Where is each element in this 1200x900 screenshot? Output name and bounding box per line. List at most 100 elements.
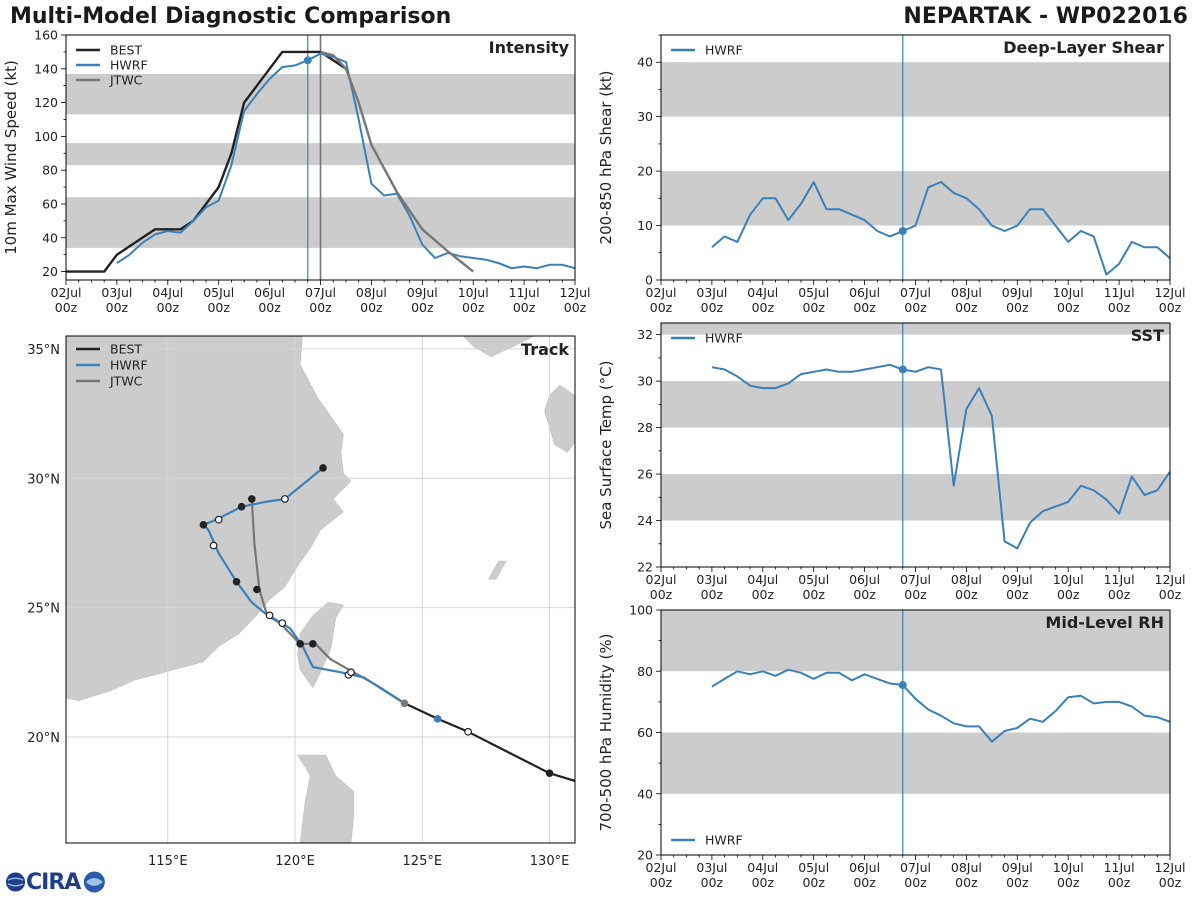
- track-point-jtwc: [309, 640, 317, 648]
- rh-ytick-label: 100: [629, 603, 653, 618]
- rh-ytick-label: 60: [637, 725, 653, 740]
- okinawa-land: [488, 560, 507, 580]
- track-point-hwrf: [237, 502, 246, 511]
- sst-title: SST: [1131, 326, 1164, 345]
- sst-xtick-label: 02Jul 00z: [646, 572, 677, 602]
- intensity-xtick-label: 11Jul 00z: [509, 285, 540, 315]
- intensity-xtick-label: 05Jul 00z: [203, 285, 234, 315]
- track-point-open-jtwc: [347, 668, 355, 677]
- shear-xtick-label: 05Jul 00z: [798, 285, 829, 315]
- shear-xtick-label: 03Jul 00z: [696, 285, 727, 315]
- track-point-hwrf: [433, 715, 442, 723]
- rh-xtick-label: 05Jul 00z: [798, 860, 829, 890]
- sst-band-2: [661, 323, 1170, 335]
- shear-marker-hwrf: [898, 227, 907, 235]
- track-point-jtwc: [253, 585, 261, 594]
- shear-series-hwrf: [711, 181, 1171, 276]
- track-xtick-label: 120°E: [275, 854, 315, 869]
- rh-title: Mid-Level RH: [1045, 613, 1164, 632]
- intensity-xtick-label: 03Jul 00z: [101, 285, 132, 315]
- track-frame: [65, 335, 576, 844]
- shear-panel: 02Jul 00z 03Jul 00z 04Jul 00z 05Jul 00z 06Jul 00z…: [597, 34, 1186, 315]
- rh-frame: [660, 609, 1171, 856]
- track-legend-label-hwrf: HWRF: [110, 358, 148, 373]
- intensity-ytick-label: 80: [42, 163, 58, 178]
- sst-ytick-label: 22: [637, 560, 653, 575]
- sst-xtick-label: 10Jul 00z: [1053, 572, 1084, 602]
- sst-frame: [660, 322, 1171, 568]
- track-point-open-hwrf: [214, 515, 223, 524]
- rh-xtick-label: 08Jul 00z: [951, 860, 982, 890]
- track-point-hwrf: [319, 464, 327, 472]
- intensity-ytick-label: 120: [34, 95, 58, 110]
- rh-xtick-label: 04Jul 00z: [747, 860, 778, 890]
- intensity-xtick-label: 04Jul 00z: [152, 285, 183, 315]
- shear-xtick-label: 10Jul 00z: [1053, 285, 1084, 315]
- rh-xtick-label: 12Jul 00z: [1155, 860, 1186, 890]
- sst-ylabel: Sea Surface Temp (°C): [597, 360, 615, 529]
- track-legend-label-jtwc: JTWC: [109, 374, 143, 389]
- track-title: Track: [521, 340, 569, 359]
- rh-ylabel: 700-500 hPa Humidity (%): [597, 633, 615, 831]
- shear-ytick-label: 20: [637, 164, 653, 179]
- shear-band-0: [661, 171, 1170, 226]
- intensity-xtick-label: 02Jul 00z: [51, 285, 82, 315]
- rh-ytick-label: 20: [637, 848, 653, 863]
- shear-legend-label-hwrf: HWRF: [705, 43, 743, 58]
- rh-xtick-label: 10Jul 00z: [1053, 860, 1084, 890]
- track-point-hwrf: [199, 521, 208, 529]
- intensity-ytick-label: 20: [42, 264, 58, 279]
- rh-xtick-label: 06Jul 00z: [849, 860, 880, 890]
- rh-xtick-label: 02Jul 00z: [646, 860, 677, 890]
- intensity-xtick-label: 06Jul 00z: [254, 285, 285, 315]
- track-point-open-hwrf: [278, 619, 287, 628]
- rh-legend-label-hwrf: HWRF: [705, 833, 743, 848]
- rh-ytick-label: 80: [637, 664, 653, 679]
- track-legend-label-best: BEST: [110, 342, 142, 357]
- sst-ytick-label: 24: [637, 513, 653, 528]
- sst-panel: 02Jul 00z 03Jul 00z 04Jul 00z 05Jul 00z 06Jul 00z…: [597, 322, 1186, 602]
- shear-xtick-label: 08Jul 00z: [951, 285, 982, 315]
- rh-band-1: [661, 610, 1170, 672]
- track-ytick-label: 20°N: [27, 731, 60, 746]
- track-xtick-label: 130°E: [530, 854, 570, 869]
- track-point-open-hwrf: [209, 541, 218, 550]
- sst-ytick-label: 30: [637, 374, 653, 389]
- sst-legend-label-hwrf: HWRF: [705, 331, 743, 346]
- intensity-panel: 02Jul 00z 03Jul 00z 04Jul 00z 05Jul 00z 06Jul 00z…: [2, 28, 591, 316]
- intensity-title: Intensity: [489, 38, 570, 57]
- intensity-ylabel: 10m Max Wind Speed (kt): [2, 60, 20, 255]
- shear-ytick-label: 10: [637, 218, 653, 233]
- track-xtick-label: 125°E: [403, 854, 443, 869]
- track-point-jtwc: [296, 640, 304, 648]
- track-point-jtwc: [400, 699, 409, 708]
- intensity-ytick-label: 60: [42, 196, 58, 211]
- track-point-best: [545, 769, 554, 777]
- intensity-xtick-label: 12Jul 00z: [560, 285, 591, 315]
- sst-xtick-label: 03Jul 00z: [696, 572, 727, 602]
- sst-xtick-label: 12Jul 00z: [1155, 572, 1186, 602]
- intensity-ytick-label: 100: [34, 129, 58, 144]
- shear-ytick-label: 30: [637, 109, 653, 124]
- luzon-land: [297, 754, 354, 843]
- rh-xtick-label: 03Jul 00z: [696, 860, 727, 890]
- cira-logo: CIRA: [5, 866, 109, 898]
- rh-xtick-label: 11Jul 00z: [1104, 860, 1135, 890]
- track-xtick-label: 115°E: [148, 854, 188, 869]
- shear-xtick-label: 02Jul 00z: [646, 285, 677, 315]
- sst-xtick-label: 08Jul 00z: [951, 572, 982, 602]
- intensity-legend-label-hwrf: HWRF: [110, 58, 148, 73]
- intensity-series-hwrf: [116, 52, 576, 270]
- sst-band-1: [661, 381, 1170, 428]
- track-point-jtwc: [247, 495, 256, 503]
- sst-xtick-label: 09Jul 00z: [1002, 572, 1033, 602]
- intensity-legend-label-jtwc: JTWC: [109, 73, 143, 88]
- korea-land: [462, 336, 535, 357]
- intensity-series-best: [66, 50, 347, 273]
- track-point-open-hwrf: [280, 495, 289, 503]
- intensity-legend-label-best: BEST: [110, 43, 142, 58]
- sst-band-0: [661, 474, 1170, 521]
- track-point-open-jtwc: [265, 611, 274, 620]
- track-ytick-label: 25°N: [27, 602, 60, 617]
